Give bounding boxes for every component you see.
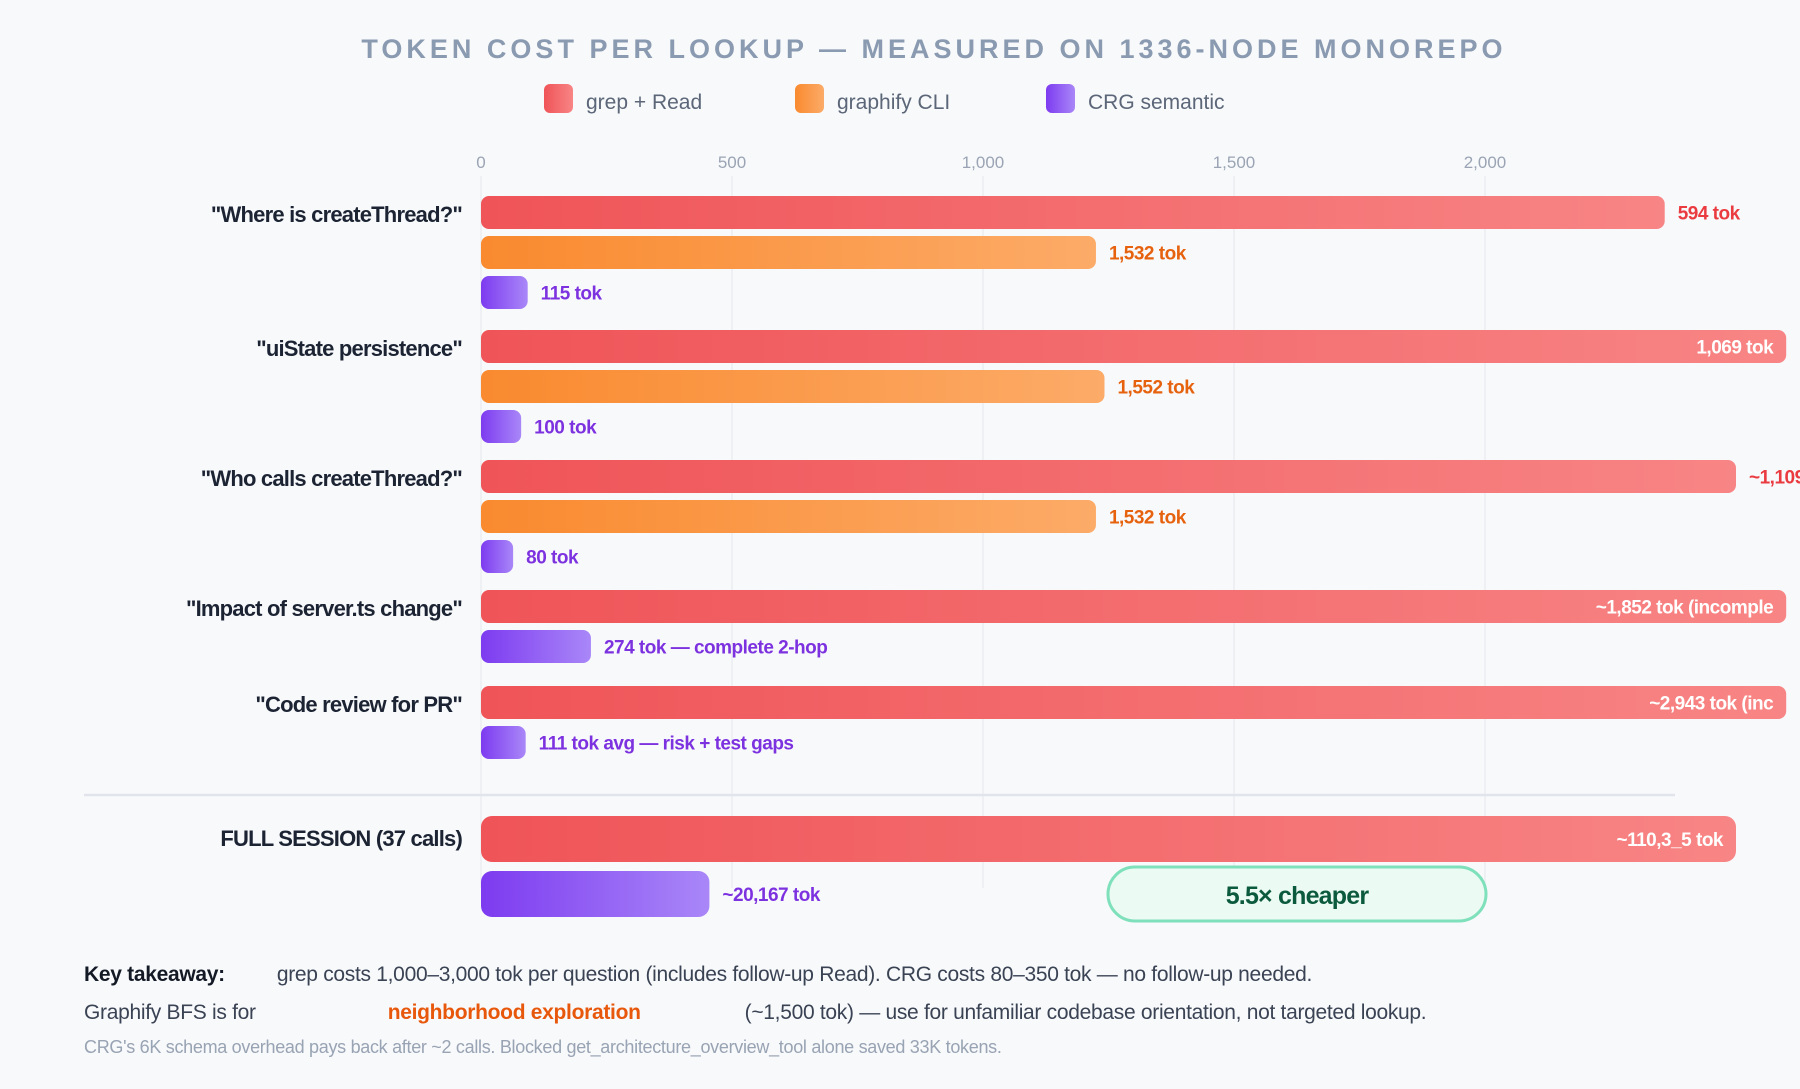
bar-value-label: 274 tok — complete 2-hop [604, 638, 827, 659]
question-label: "Code review for PR" [255, 692, 462, 717]
footer-line-2: Graphify BFS is for neighborhood explorat… [84, 1001, 1427, 1025]
bar-graphify-cli [481, 236, 1096, 269]
bar-grep-read [481, 686, 1787, 719]
bar-crg-semantic [481, 410, 522, 443]
footer-line-3: CRG's 6K schema overhead pays back after… [84, 1037, 1002, 1057]
bar-value-label: 594 tok [1678, 204, 1741, 225]
bar-crg-semantic [481, 871, 710, 917]
legend-label-graphify-cli: graphify CLI [837, 91, 950, 114]
key-takeaway-label: Key takeaway: [84, 963, 225, 986]
graphify-note-suffix: (~1,500 tok) — use for unfamiliar codeba… [744, 1001, 1427, 1024]
legend-swatch-graphify-cli [795, 84, 824, 113]
bar-value-label: 115 tok [541, 284, 603, 305]
bar-graphify-cli [481, 500, 1096, 533]
bar-value-label: ~110,3_5 tok [1616, 830, 1723, 851]
neighborhood-exploration-highlight: neighborhood exploration [387, 1001, 641, 1024]
question-group-1: "Where is createThread?" 594 tok 1,532 tok… [211, 196, 1741, 309]
bar-value-label: 1,552 tok [1117, 378, 1195, 399]
bar-value-label: 1,532 tok [1109, 508, 1187, 529]
question-group-4: "Impact of server.ts change" ~1,852 tok (… [186, 590, 1787, 663]
legend-swatch-crg-semantic [1046, 84, 1075, 113]
bar-crg-semantic [481, 726, 526, 759]
chart-title: TOKEN COST PER LOOKUP — MEASURED ON 1336… [361, 34, 1506, 64]
footer-line-1: Key takeaway: grep costs 1,000–3,000 tok … [84, 963, 1312, 987]
bar-grep-read [481, 460, 1736, 493]
question-label: "Who calls createThread?" [201, 466, 462, 491]
bar-value-label: ~20,167 tok [722, 885, 820, 906]
legend: grep + Read graphify CLI CRG semantic [544, 84, 1225, 114]
bar-graphify-cli [481, 370, 1105, 403]
bar-value-label: ~1,852 tok (incomple [1596, 598, 1773, 619]
bar-groups: "Where is createThread?" 594 tok 1,532 tok… [186, 196, 1800, 759]
question-group-2: "uiState persistence" 1,069 tok 1,552 tok 1… [256, 330, 1787, 443]
savings-badge [1106, 865, 1488, 923]
bar-grep-read [481, 816, 1736, 862]
bar-crg-semantic [481, 630, 591, 663]
question-group-5: "Code review for PR" ~2,943 tok (inc 111 t… [255, 686, 1787, 759]
bar-value-label: 100 tok [534, 418, 597, 439]
summary-label: FULL SESSION (37 calls) [220, 826, 462, 851]
tick-label-0: 0 [476, 153, 485, 172]
tick-label-1000: 1,000 [962, 153, 1005, 172]
legend-swatch-grep-read [544, 84, 573, 113]
key-takeaway-text: grep costs 1,000–3,000 tok per question … [276, 963, 1312, 986]
bar-value-label: 1,069 tok [1696, 338, 1774, 359]
question-label: "Where is createThread?" [211, 202, 462, 227]
bar-crg-semantic [481, 276, 528, 309]
legend-label-crg-semantic: CRG semantic [1088, 91, 1225, 114]
graphify-note-prefix: Graphify BFS is for [84, 1001, 256, 1024]
bar-grep-read [481, 330, 1787, 363]
tick-label-500: 500 [718, 153, 746, 172]
bar-grep-read [481, 590, 1787, 623]
bar-value-label: 111 tok avg — risk + test gaps [539, 734, 794, 755]
bar-grep-read [481, 196, 1665, 229]
legend-label-grep-read: grep + Read [586, 91, 702, 114]
bar-value-label: 80 tok [526, 548, 579, 569]
question-group-3: "Who calls createThread?" ~1,109 1,532 tok… [201, 460, 1800, 573]
bar-crg-semantic [481, 540, 514, 573]
question-label: "Impact of server.ts change" [186, 596, 462, 621]
tick-label-1500: 1,500 [1213, 153, 1256, 172]
summary-group: FULL SESSION (37 calls) ~110,3_5 tok ~20,1… [220, 816, 1736, 923]
bar-value-label: ~1,109 [1749, 468, 1800, 489]
bar-value-label: ~2,943 tok (inc [1649, 694, 1774, 715]
tick-label-2000: 2,000 [1464, 153, 1507, 172]
savings-badge-text: 5.5× cheaper [1226, 882, 1370, 910]
question-label: "uiState persistence" [256, 336, 462, 361]
bar-value-label: 1,532 tok [1109, 244, 1187, 265]
x-axis-ticks: 0 500 1,000 1,500 2,000 [476, 153, 1506, 172]
